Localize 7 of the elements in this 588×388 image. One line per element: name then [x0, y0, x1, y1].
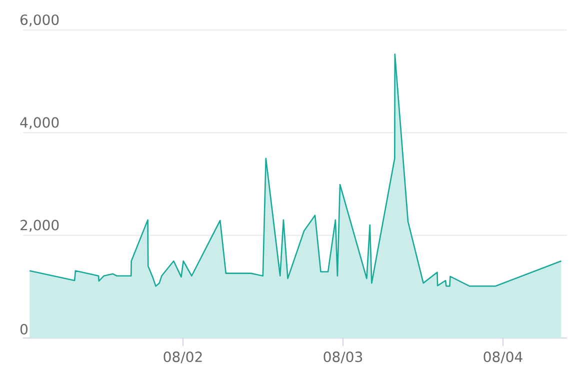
x-tick-label: 08/02 — [164, 352, 202, 364]
y-tick-label: 4,000 — [20, 117, 59, 130]
y-tick-label: 0 — [20, 324, 28, 334]
x-tick-label: 08/03 — [324, 352, 362, 364]
x-tick-label: 08/04 — [484, 352, 522, 364]
y-tick-label: 2,000 — [20, 220, 59, 232]
y-tick-label: 6,000 — [20, 14, 59, 26]
